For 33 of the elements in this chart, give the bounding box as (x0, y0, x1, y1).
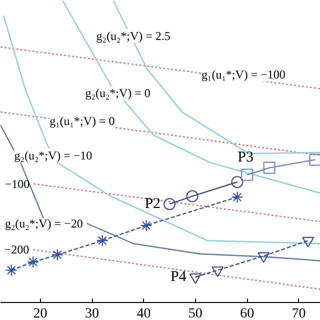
point (302, 236, 314, 248)
point (241, 168, 254, 181)
x-tick-label: 30 (85, 306, 99, 320)
point (5, 264, 18, 276)
x-tick-label: 50 (188, 306, 202, 320)
point (140, 219, 152, 232)
point (263, 162, 276, 174)
annotation: −200 (4, 242, 30, 257)
point (51, 248, 64, 261)
x-tick-label: 40 (136, 306, 151, 320)
x-tick-label: 60 (240, 306, 254, 320)
point (163, 198, 176, 210)
point (212, 266, 224, 278)
point (27, 256, 40, 268)
annotation: g₁(u₁*;V) = −100 (202, 67, 286, 82)
x-tick-label: 70 (292, 306, 306, 320)
annotation: P4 (170, 269, 187, 286)
annotation: g₂(u₂*;V) = −10 (14, 148, 92, 162)
point (231, 191, 244, 204)
point (186, 190, 198, 202)
annotation: g₂(u₂*;V) = −20 (4, 216, 83, 230)
point (96, 234, 108, 247)
point (189, 273, 202, 284)
annotation: P2 (144, 196, 161, 212)
annotation: −100 (4, 176, 30, 191)
annotation: g₁(u₁*;V) = 0 (50, 114, 115, 128)
point (309, 154, 320, 166)
point (258, 252, 270, 263)
annotation: P3 (238, 150, 254, 166)
annotation: g₂(u₂*;V) = 2.5 (96, 28, 170, 43)
annotation: g₂(u₂*;V) = 0 (85, 86, 150, 100)
point (231, 176, 244, 188)
x-tick-label: 20 (33, 306, 48, 320)
